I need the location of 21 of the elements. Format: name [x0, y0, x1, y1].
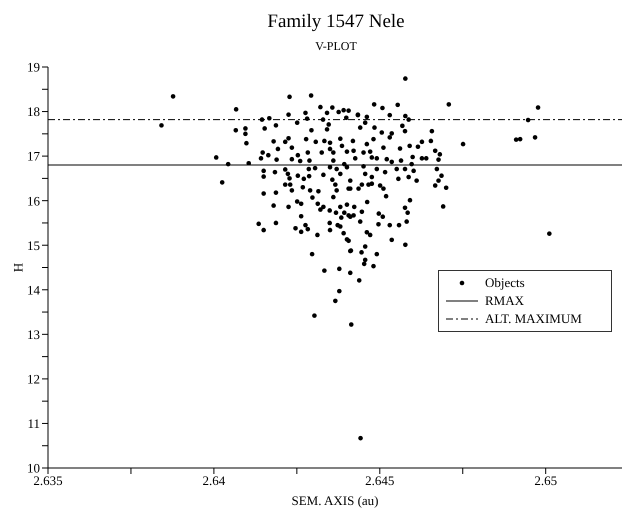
- y-axis-title: H: [10, 262, 26, 272]
- y-tick-label: 19: [27, 60, 40, 75]
- x-tick-label: 2.65: [534, 473, 558, 488]
- y-tick-label: 11: [27, 416, 40, 432]
- y-tick-label: 10: [27, 460, 40, 476]
- x-tick-label: 2.64: [202, 473, 226, 488]
- y-tick-label: 14: [27, 282, 40, 298]
- chart-title: Family 1547 Nele: [266, 10, 406, 34]
- y-tick-label: 13: [27, 326, 40, 342]
- chart-subtitle: V-PLOT: [314, 38, 358, 55]
- y-tick-label: 17: [27, 148, 40, 164]
- x-tick-label: 2.635: [33, 473, 63, 488]
- legend-label: RMAX: [485, 293, 524, 309]
- legend-label: Objects: [485, 275, 525, 291]
- y-tick-label: 12: [27, 372, 40, 387]
- legend-label: ALT. MAXIMUM: [485, 311, 582, 327]
- x-axis-title: SEM. AXIS (au): [291, 493, 379, 508]
- x-tick-label: 2.645: [365, 473, 394, 488]
- y-tick-label: 18: [27, 104, 40, 120]
- y-tick-label: 15: [27, 238, 40, 253]
- y-tick-label: 16: [27, 193, 40, 208]
